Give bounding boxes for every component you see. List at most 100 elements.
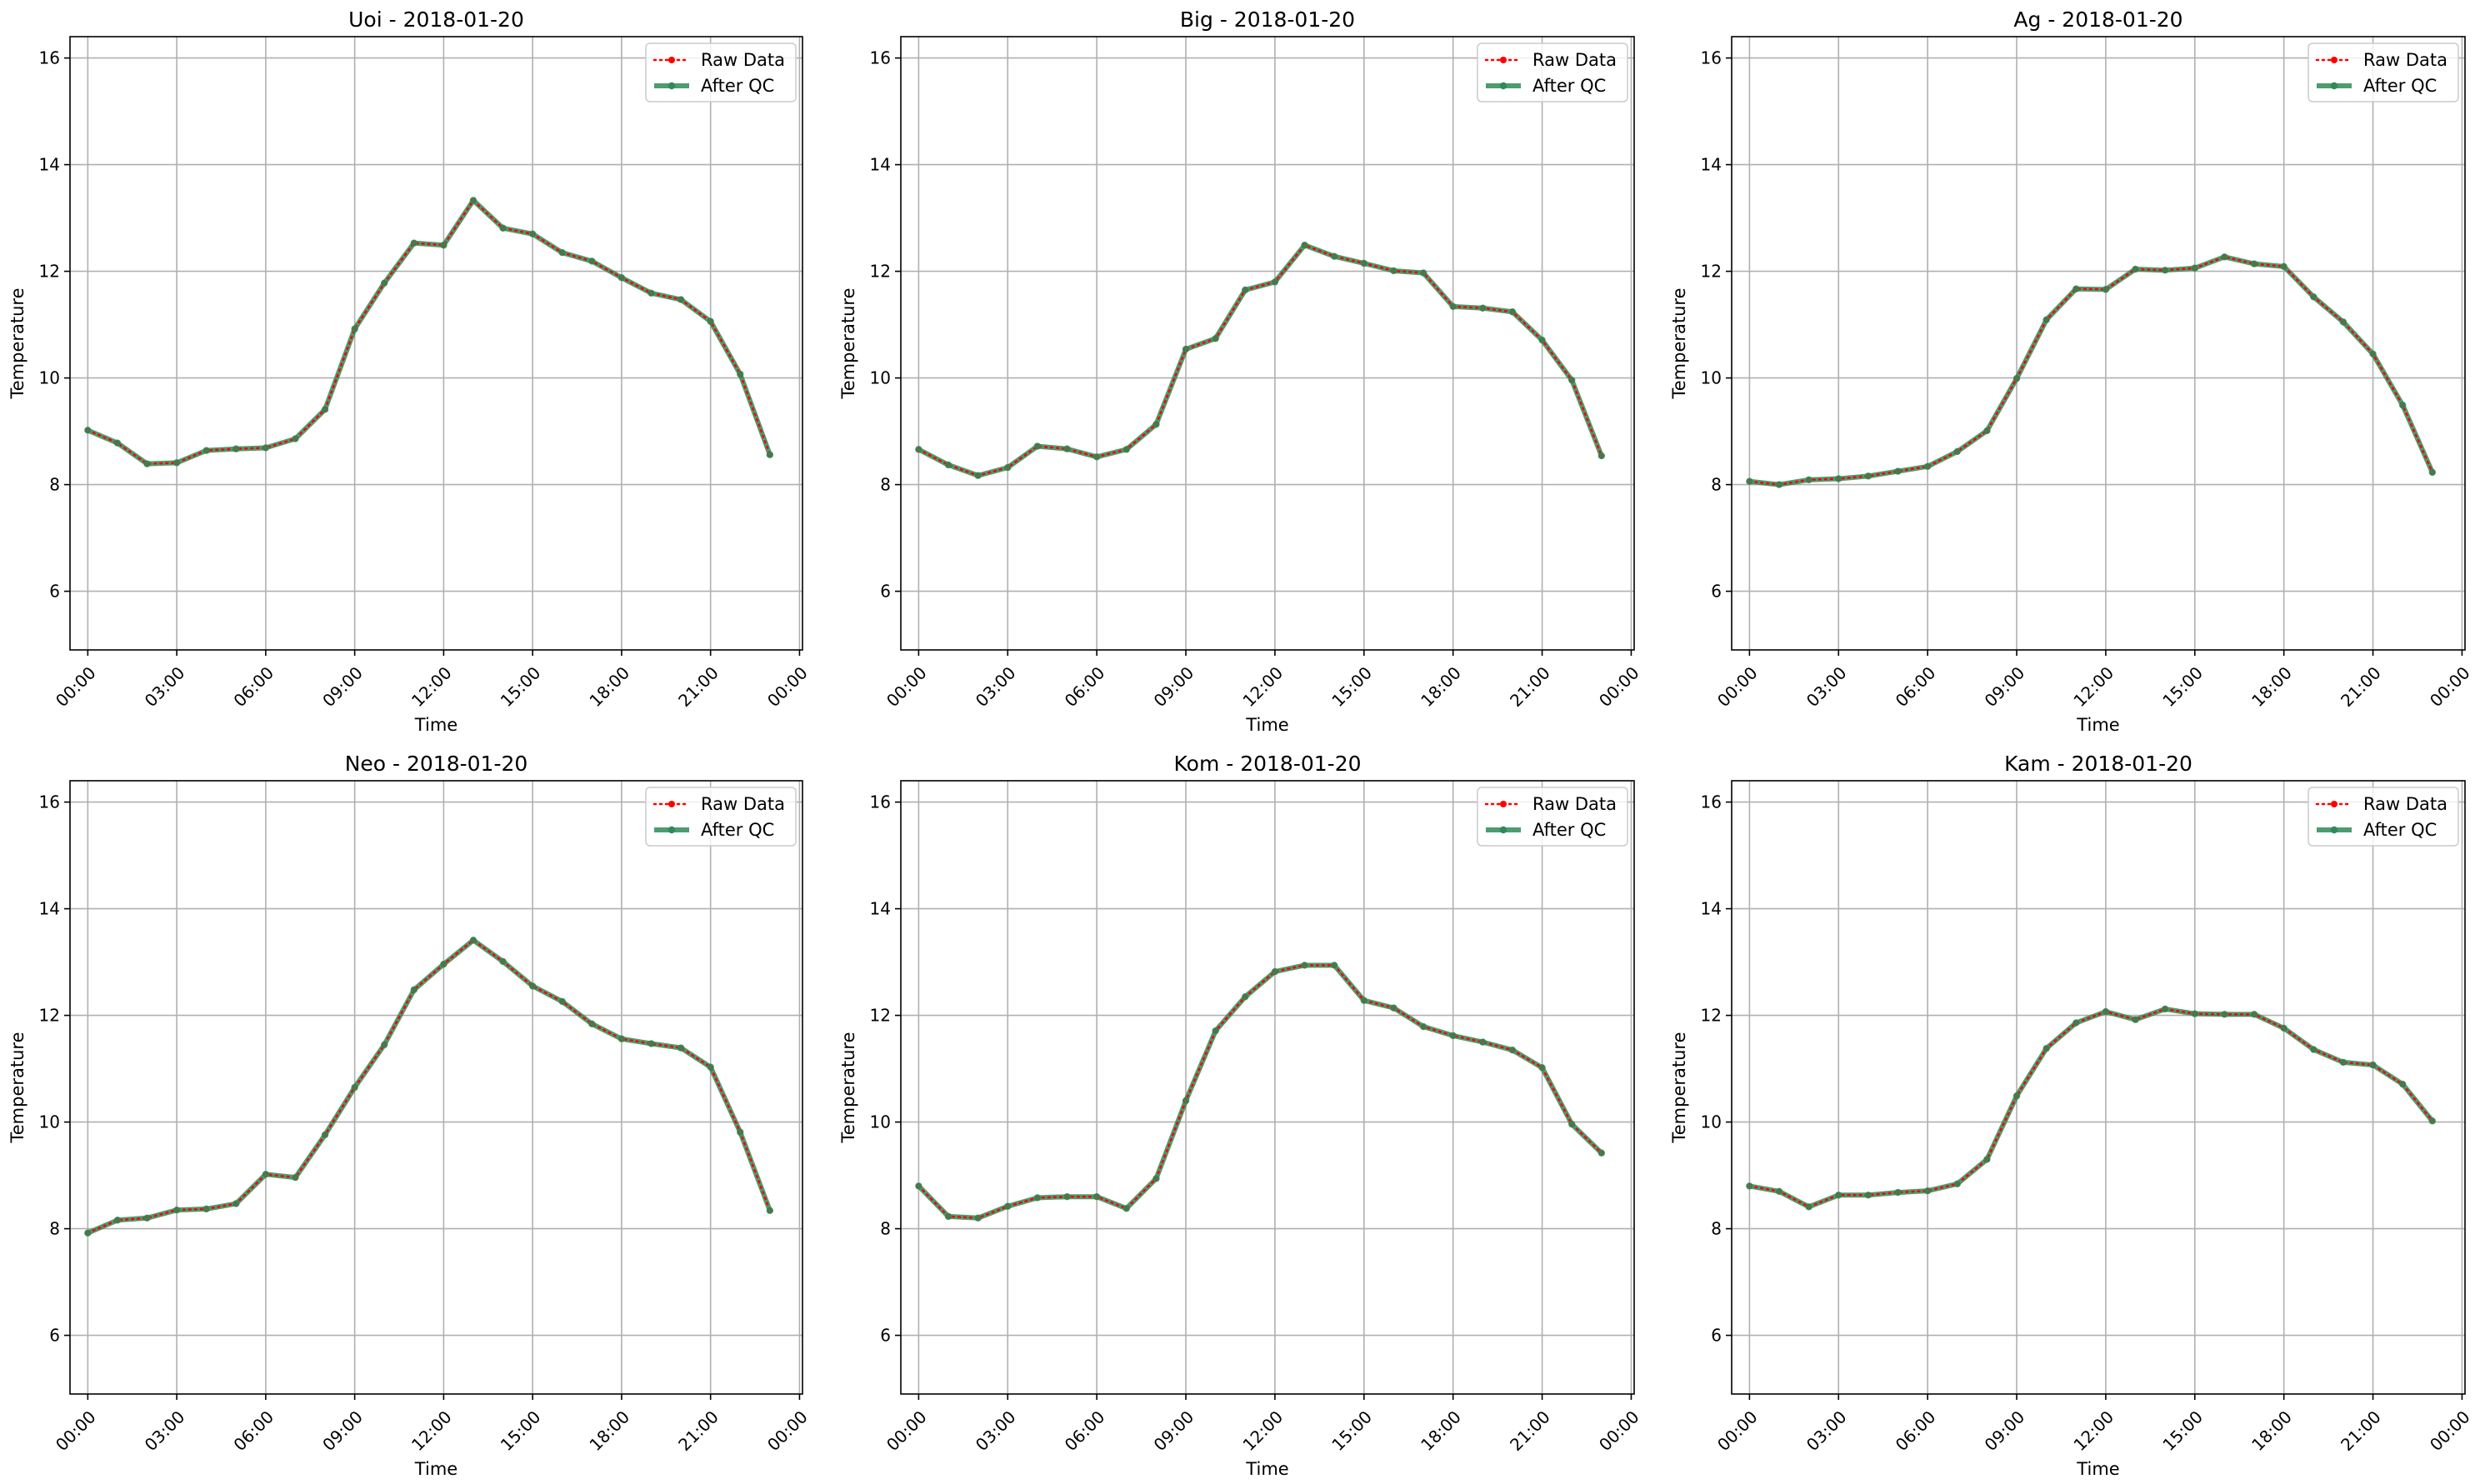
x-tick-label: 18:00 [2248, 662, 2296, 711]
after-qc-point [2072, 1019, 2080, 1027]
x-tick-label: 15:00 [497, 1407, 545, 1455]
after-qc-point [1835, 475, 1842, 482]
x-tick-label: 00:00 [882, 662, 931, 711]
y-axis-label: Temperature [1669, 287, 1689, 399]
y-tick-label: 10 [39, 368, 60, 388]
after-qc-point [677, 296, 685, 303]
y-axis-label: Temperature [8, 287, 28, 399]
after-qc-point [292, 1173, 299, 1182]
after-qc-point [1983, 427, 1991, 435]
axes-frame [900, 780, 1635, 1395]
y-axis-label: Temperature [838, 287, 858, 399]
legend-qc-marker [668, 82, 676, 90]
x-tick-label: 15:00 [1328, 1407, 1376, 1455]
chart-panel-1: 00:00 03:00 06:00 09:00 12:00 15:00 18:00 21:00… [8, 7, 812, 735]
after-qc-point [2191, 264, 2198, 272]
after-qc-point [84, 427, 92, 434]
after-qc-point [528, 230, 537, 237]
after-qc-point [2369, 1061, 2377, 1069]
after-qc-point [766, 1207, 774, 1215]
y-axis-label: Temperature [1669, 1032, 1689, 1143]
after-qc-point [1923, 1187, 1932, 1195]
chart-title: Uoi - 2018-01-20 [348, 7, 524, 32]
x-tick-label: 00:00 [1713, 662, 1762, 711]
after-qc-point [2339, 318, 2348, 326]
y-tick-label: 6 [49, 1326, 60, 1346]
y-tick-label: 10 [870, 1112, 891, 1132]
legend-raw-marker [1500, 801, 1507, 807]
x-tick-label: 15:00 [497, 662, 545, 711]
after-qc-point [558, 997, 566, 1006]
y-tick-label: 8 [1711, 1219, 1722, 1239]
legend: Raw Data After QC [645, 42, 797, 102]
series-line-raw-data [87, 198, 772, 465]
y-tick-label: 12 [1701, 1006, 1722, 1026]
after-qc-point [707, 1063, 714, 1071]
after-qc-point [143, 460, 151, 467]
y-tick-label: 16 [1701, 48, 1722, 68]
series-line-after-qc [1747, 1006, 2435, 1210]
series-line-raw-data [918, 243, 1603, 477]
y-tick-label: 10 [1701, 368, 1722, 388]
y-tick-label: 12 [870, 262, 891, 282]
y-tick-label: 8 [880, 1219, 891, 1239]
x-tick-label: 06:00 [1892, 662, 1940, 711]
after-qc-point [648, 1040, 655, 1047]
y-tick-label: 16 [39, 48, 60, 68]
after-qc-point [1598, 1149, 1606, 1157]
x-tick-label: 21:00 [1506, 662, 1554, 711]
x-tick-label: 00:00 [763, 662, 812, 711]
legend-qc-marker [2330, 826, 2338, 834]
after-qc-point [232, 445, 240, 452]
after-qc-point [113, 439, 122, 447]
y-tick-label: 6 [880, 1326, 891, 1346]
after-qc-point [1449, 302, 1457, 311]
legend-label-raw-data: Raw Data [701, 50, 785, 70]
after-qc-point [1212, 1027, 1219, 1035]
x-tick-label: 00:00 [52, 1407, 100, 1455]
series-line-after-qc [916, 962, 1604, 1221]
y-axis-label: Temperature [8, 1032, 28, 1143]
y-tick-label: 12 [39, 1006, 60, 1026]
after-qc-point [707, 317, 714, 325]
series-line-after-qc [85, 937, 772, 1236]
x-tick-label: 09:00 [318, 662, 367, 711]
legend-label-raw-data: Raw Data [2363, 50, 2448, 70]
after-qc-point [202, 1205, 210, 1213]
x-tick-label: 18:00 [585, 1407, 633, 1455]
y-tick-label: 12 [1701, 262, 1722, 282]
y-tick-label: 16 [39, 792, 60, 812]
series-line-raw-data [1748, 1007, 2434, 1208]
legend-label-after-qc: After QC [1532, 76, 1606, 96]
after-qc-point [1568, 1120, 1576, 1128]
after-qc-point [2132, 1016, 2139, 1023]
x-tick-label: 12:00 [1238, 662, 1287, 711]
after-qc-point [1419, 269, 1428, 277]
legend-label-after-qc: After QC [1532, 820, 1606, 840]
after-qc-point [1508, 1047, 1517, 1054]
x-tick-label: 12:00 [2069, 662, 2118, 711]
after-qc-point [1479, 1038, 1487, 1046]
y-axis-label: Temperature [838, 1032, 858, 1143]
after-qc-point [1775, 1187, 1783, 1196]
chart-panel-4: 00:00 03:00 06:00 09:00 12:00 15:00 18:00 21:00… [8, 752, 812, 1479]
chart-panel-2: 00:00 03:00 06:00 09:00 12:00 15:00 18:00 21:00… [838, 7, 1643, 735]
after-qc-point [974, 472, 982, 479]
axes-frame [1731, 780, 2466, 1395]
after-qc-point [1864, 1192, 1872, 1199]
x-tick-label: 18:00 [2248, 1407, 2296, 1455]
x-tick-label: 00:00 [882, 1407, 931, 1455]
x-tick-label: 15:00 [2158, 662, 2207, 711]
after-qc-point [2339, 1058, 2348, 1067]
after-qc-point [2161, 267, 2169, 274]
after-qc-point [737, 370, 744, 378]
after-qc-point [528, 982, 537, 990]
x-tick-label: 03:00 [141, 1407, 189, 1455]
after-qc-point [1122, 446, 1130, 453]
x-tick-label: 09:00 [1981, 662, 2029, 711]
after-qc-point [1092, 453, 1101, 461]
y-tick-label: 14 [870, 155, 891, 175]
after-qc-point [1301, 242, 1308, 249]
x-axis-label: Time [2076, 1459, 2119, 1479]
x-tick-label: 06:00 [1061, 1407, 1109, 1455]
